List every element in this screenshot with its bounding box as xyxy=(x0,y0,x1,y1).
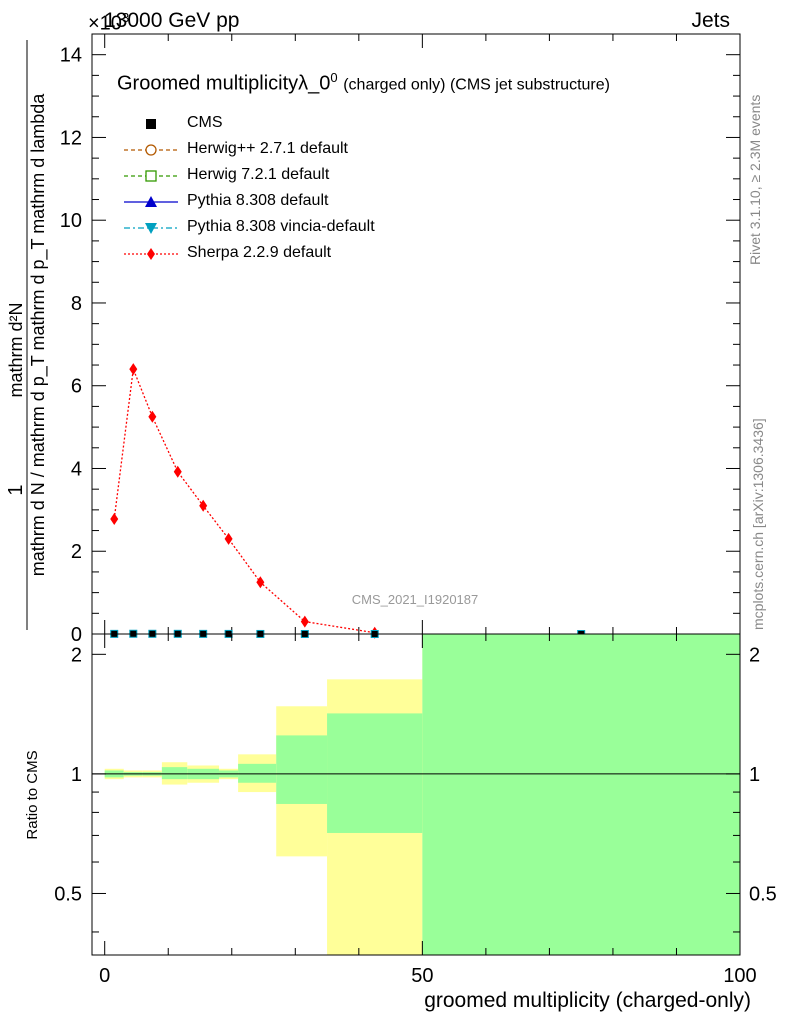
rivet-label: Rivet 3.1.10, ≥ 2.3M events xyxy=(747,95,763,265)
title-power: 0 xyxy=(330,70,338,85)
main-ytick-label: 0 xyxy=(71,624,82,646)
sherpa-point xyxy=(110,512,119,525)
legend-label-herwig7: Herwig 7.2.1 default xyxy=(187,166,330,183)
sherpa-point xyxy=(199,499,208,512)
mcplots-label: mcplots.cern.ch [arXiv:1306.3436] xyxy=(750,418,766,630)
sherpa-point xyxy=(129,363,138,376)
ratio-xtick-label: 0 xyxy=(99,965,110,987)
green-band xyxy=(276,735,328,804)
ratio-ylabel: Ratio to CMS xyxy=(24,750,41,839)
ratio-ytick-label: 2 xyxy=(71,644,82,666)
exponent-base: ×10 xyxy=(88,12,122,35)
main-axis-ticks: 0 2 4 6 8 10 12 14 xyxy=(60,34,741,646)
ratio-ytick-label-right: 2 xyxy=(749,644,760,666)
sherpa-point xyxy=(300,615,309,628)
legend-marker-cms xyxy=(146,119,156,129)
ratio-ytick-label-right: 1 xyxy=(749,764,760,786)
green-band xyxy=(238,763,277,783)
main-ytick-label: 4 xyxy=(71,458,82,480)
title-suffix: (charged only) (CMS jet substructure) xyxy=(343,76,610,94)
ylabel-numerator: mathrm d²N xyxy=(6,302,26,397)
main-data-layer xyxy=(110,363,586,639)
legend-label-cms: CMS xyxy=(187,114,223,131)
exponent-label: ×103 xyxy=(88,10,129,36)
energy-label: 13000 GeV pp xyxy=(104,9,240,32)
main-ytick-label: 14 xyxy=(60,45,82,67)
green-band xyxy=(327,713,423,833)
ratio-ytick-label: 0.5 xyxy=(54,883,82,905)
exponent-power: 3 xyxy=(121,10,130,25)
plot-title: Groomed multiplicityλ_00 (charged only) … xyxy=(117,70,610,96)
legend-markers xyxy=(124,119,178,260)
sherpa-point xyxy=(173,465,182,478)
ylabel-top: 1 xyxy=(5,484,27,495)
ratio-xtick-label: 100 xyxy=(723,965,756,987)
legend-marker-pythia xyxy=(145,196,157,207)
main-ytick-label: 8 xyxy=(71,293,82,315)
analysis-watermark: CMS_2021_I1920187 xyxy=(352,592,479,607)
green-band xyxy=(422,634,740,955)
xlabel: groomed multiplicity (charged-only) xyxy=(424,989,751,1012)
ratio-xtick-label: 50 xyxy=(411,965,433,987)
ratio-panel-frame xyxy=(91,633,741,956)
sherpa-point xyxy=(224,532,233,545)
legend-label-vincia: Pythia 8.308 vincia-default xyxy=(187,218,375,235)
main-ytick-label: 6 xyxy=(71,376,82,398)
legend-label-sherpa: Sherpa 2.2.9 default xyxy=(187,244,332,261)
jets-label: Jets xyxy=(691,9,730,32)
sherpa-line xyxy=(113,366,375,634)
main-ytick-label: 2 xyxy=(71,541,82,563)
green-band xyxy=(161,767,188,780)
legend-marker-herwig7 xyxy=(145,170,157,182)
legend-marker-vincia xyxy=(145,223,157,234)
legend-marker-sherpa xyxy=(147,248,155,260)
ratio-bands xyxy=(104,634,740,955)
main-ytick-label: 10 xyxy=(60,210,82,232)
sherpa-point xyxy=(148,410,157,423)
legend-label-herwigpp: Herwig++ 2.7.1 default xyxy=(187,140,348,157)
ylabel-denominator: mathrm d N / mathrm d p_T mathrm d p_T m… xyxy=(28,93,49,576)
ratio-ytick-label-right: 0.5 xyxy=(749,883,777,905)
title-main: Groomed multiplicityλ_0 xyxy=(117,72,331,95)
legend-label-pythia: Pythia 8.308 default xyxy=(187,192,329,209)
sherpa-point xyxy=(256,576,265,589)
ratio-ytick-label: 1 xyxy=(71,764,82,786)
main-ytick-label: 12 xyxy=(60,127,82,149)
legend-marker-herwigpp xyxy=(145,144,157,156)
